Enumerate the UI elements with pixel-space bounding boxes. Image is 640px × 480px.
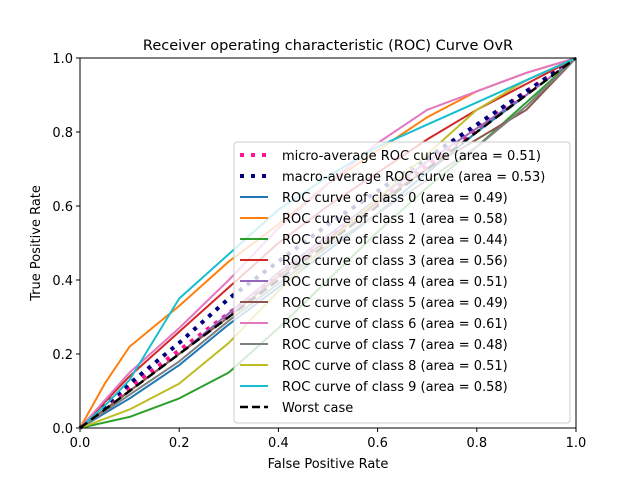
legend-label-6: ROC curve of class 4 (area = 0.51): [282, 275, 508, 290]
legend-label-3: ROC curve of class 1 (area = 0.58): [282, 212, 508, 227]
ticks-layer: 0.0 0.2 0.4 0.6 0.8 1.0 0.0 0.2 0.4 0.6 0.8 1.0: [52, 52, 586, 451]
legend-label-11: ROC curve of class 9 (area = 0.58): [282, 380, 508, 395]
y-tick-label-2: 0.4: [52, 274, 73, 289]
legend: micro-average ROC curve (area = 0.51) mac…: [233, 141, 571, 424]
y-tick-label-3: 0.6: [52, 200, 73, 215]
legend-frame: [233, 141, 571, 424]
x-tick-label-1: 0.2: [169, 436, 190, 451]
y-tick-label-0: 0.0: [52, 422, 73, 437]
y-tick-label-5: 1.0: [52, 52, 73, 67]
x-tick-label-3: 0.6: [367, 436, 388, 451]
legend-label-10: ROC curve of class 8 (area = 0.51): [282, 359, 508, 374]
legend-label-4: ROC curve of class 2 (area = 0.44): [282, 233, 508, 248]
legend-label-8: ROC curve of class 6 (area = 0.61): [282, 317, 508, 332]
x-tick-label-2: 0.4: [268, 436, 289, 451]
legend-label-5: ROC curve of class 3 (area = 0.56): [282, 254, 508, 269]
plot-frame: [79, 57, 577, 429]
y-axis-label: True Positive Rate: [29, 185, 44, 302]
legend-label-12: Worst case: [282, 401, 353, 416]
x-tick-label-5: 1.0: [566, 436, 587, 451]
x-tick-label-0: 0.0: [70, 436, 91, 451]
x-tick-label-4: 0.8: [466, 436, 487, 451]
legend-label-2: ROC curve of class 0 (area = 0.49): [282, 191, 508, 206]
y-tick-label-1: 0.2: [52, 348, 73, 363]
legend-label-0: micro-average ROC curve (area = 0.51): [282, 149, 541, 164]
chart-title: Receiver operating characteristic (ROC) …: [143, 38, 513, 54]
legend-label-9: ROC curve of class 7 (area = 0.48): [282, 338, 508, 353]
y-tick-label-4: 0.8: [52, 126, 73, 141]
legend-label-7: ROC curve of class 5 (area = 0.49): [282, 296, 508, 311]
legend-label-1: macro-average ROC curve (area = 0.53): [282, 170, 545, 185]
x-axis-label: False Positive Rate: [268, 457, 389, 472]
